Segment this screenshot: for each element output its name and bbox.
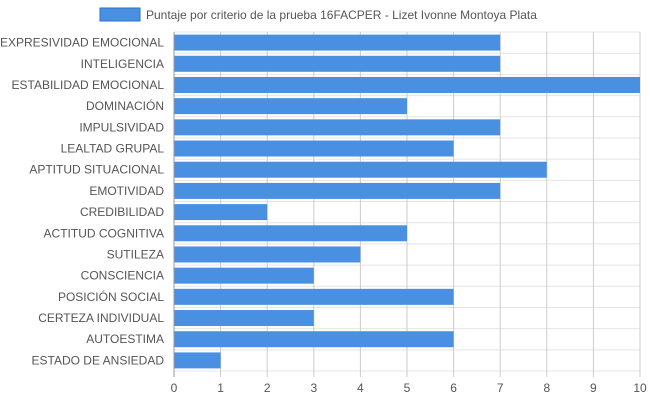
x-tick-label: 6: [450, 381, 457, 395]
y-tick-label: POSICIÓN SOCIAL: [58, 289, 164, 304]
x-tick-label: 3: [310, 381, 317, 395]
y-tick-label: CREDIBILIDAD: [80, 205, 164, 219]
y-tick-label: INTELIGENCIA: [81, 57, 164, 71]
bar[interactable]: [174, 119, 501, 136]
bar[interactable]: [174, 310, 314, 327]
bar[interactable]: [174, 34, 501, 51]
y-tick-label: AUTOESTIMA: [86, 332, 164, 346]
bar[interactable]: [174, 267, 314, 284]
bar[interactable]: [174, 55, 501, 72]
y-tick-label: SUTILEZA: [107, 247, 164, 261]
legend-swatch[interactable]: [99, 7, 141, 22]
y-tick-label: CONSCIENCIA: [81, 269, 164, 283]
legend-label[interactable]: Puntaje por criterio de la prueba 16FACP…: [146, 8, 537, 22]
y-tick-label: CERTEZA INDIVIDUAL: [38, 311, 164, 325]
bar[interactable]: [174, 98, 407, 115]
bar[interactable]: [174, 225, 407, 242]
x-tick-label: 2: [264, 381, 271, 395]
y-tick-label: LEALTAD GRUPAL: [61, 142, 165, 156]
y-tick-label: DOMINACIÓN: [86, 98, 164, 113]
bar[interactable]: [174, 76, 640, 93]
x-tick-label: 1: [217, 381, 224, 395]
y-tick-label: ESTADO DE ANSIEDAD: [32, 353, 165, 367]
y-tick-label: EXPRESIVIDAD EMOCIONAL: [0, 36, 164, 50]
x-tick-label: 4: [357, 381, 364, 395]
x-tick-label: 7: [497, 381, 504, 395]
y-tick-label: EMOTIVIDAD: [89, 184, 164, 198]
y-tick-label: ESTABILIDAD EMOCIONAL: [12, 78, 165, 92]
bar[interactable]: [174, 288, 454, 305]
x-tick-label: 0: [171, 381, 178, 395]
bar[interactable]: [174, 204, 268, 221]
x-tick-label: 8: [543, 381, 550, 395]
bar[interactable]: [174, 246, 361, 263]
bar[interactable]: [174, 182, 501, 199]
x-tick-label: 9: [590, 381, 597, 395]
bar[interactable]: [174, 352, 221, 369]
bar[interactable]: [174, 140, 454, 157]
y-tick-label: IMPULSIVIDAD: [79, 120, 164, 134]
y-tick-label: ACTITUD COGNITIVA: [44, 226, 164, 240]
y-tick-label: APTITUD SITUACIONAL: [29, 163, 164, 177]
bar[interactable]: [174, 161, 547, 178]
x-tick-label: 5: [404, 381, 411, 395]
bar[interactable]: [174, 331, 454, 348]
x-tick-label: 10: [633, 381, 647, 395]
